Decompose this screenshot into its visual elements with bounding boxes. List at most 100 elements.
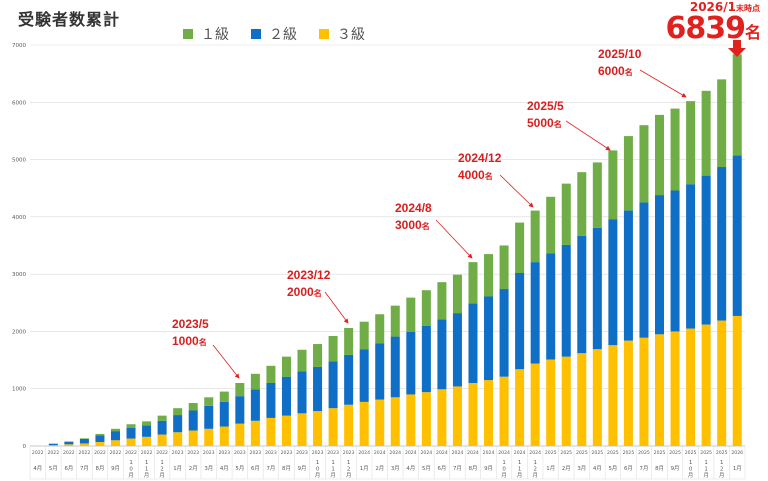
x-tick-year: 2025 bbox=[669, 450, 681, 456]
bar-segment bbox=[48, 443, 58, 446]
x-tick-month: 7月 bbox=[453, 465, 462, 472]
y-tick-label: 2000 bbox=[12, 329, 26, 335]
x-tick-year: 2025 bbox=[560, 450, 572, 456]
bar-segment bbox=[95, 435, 105, 442]
x-tick-year: 2022 bbox=[94, 450, 106, 456]
bar-segment bbox=[561, 356, 571, 446]
x-tick-month: 6月 bbox=[251, 465, 260, 472]
bar-segment bbox=[623, 136, 633, 211]
x-tick-month: 8月 bbox=[469, 465, 478, 472]
bar-segment bbox=[732, 54, 742, 156]
x-tick-year: 2024 bbox=[421, 450, 433, 456]
x-tick-month: 8月 bbox=[282, 465, 291, 472]
bar-segment bbox=[608, 219, 618, 346]
x-tick-year: 2025 bbox=[700, 450, 712, 456]
bar-segment bbox=[204, 428, 214, 446]
bar-segment bbox=[390, 397, 400, 446]
x-tick-month: 4月 bbox=[220, 465, 229, 472]
bar-segment bbox=[126, 424, 136, 428]
bar-segment bbox=[608, 345, 618, 446]
bar-segment bbox=[670, 108, 680, 191]
bar-segment bbox=[484, 254, 494, 297]
x-tick-year: 2022 bbox=[79, 450, 91, 456]
bar-segment bbox=[313, 344, 323, 367]
x-tick-year: 2023 bbox=[172, 450, 184, 456]
bar-segment bbox=[499, 245, 509, 290]
bar-segment bbox=[250, 420, 260, 446]
bar-segment bbox=[95, 433, 105, 436]
legend-item-grade1: １級 bbox=[183, 24, 229, 44]
x-tick-month: 5月 bbox=[49, 465, 58, 472]
bar-segment bbox=[655, 195, 665, 335]
bar-segment bbox=[484, 380, 494, 446]
bar-segment bbox=[235, 382, 245, 397]
bar-segment bbox=[717, 167, 727, 321]
bar-segment bbox=[79, 438, 89, 439]
bar-segment bbox=[592, 349, 602, 446]
bar-segment bbox=[655, 334, 665, 446]
bar-segment bbox=[328, 408, 338, 446]
x-tick-year: 2023 bbox=[343, 450, 355, 456]
x-tick-month: 4月 bbox=[33, 465, 42, 472]
bar-segment bbox=[452, 313, 462, 387]
bar-segment bbox=[359, 401, 369, 446]
bar-segment bbox=[561, 183, 571, 245]
bar-segment bbox=[701, 324, 711, 446]
x-tick-year: 2024 bbox=[498, 450, 510, 456]
bar-segment bbox=[344, 354, 354, 405]
bar-segment bbox=[686, 184, 696, 329]
x-tick-year: 2025 bbox=[623, 450, 635, 456]
bar-segment bbox=[375, 399, 385, 446]
x-tick-year: 2023 bbox=[250, 450, 262, 456]
x-tick-month: 3月 bbox=[577, 465, 586, 472]
bar-segment bbox=[188, 410, 198, 431]
annotation-6000: 2025/10 6000名 bbox=[598, 47, 642, 78]
x-tick-year: 2024 bbox=[374, 450, 386, 456]
bar-segment bbox=[546, 196, 556, 254]
bar-segment bbox=[577, 172, 587, 236]
x-tick-year: 2023 bbox=[203, 450, 215, 456]
final-down-arrow bbox=[728, 40, 746, 57]
bar-segment bbox=[142, 421, 152, 426]
x-tick-month: 4月 bbox=[406, 465, 415, 472]
x-tick-year: 2023 bbox=[187, 450, 199, 456]
x-tick-month: 2月 bbox=[562, 465, 571, 472]
x-tick-year: 2024 bbox=[405, 450, 417, 456]
x-tick-month: 2月 bbox=[375, 465, 384, 472]
bar-segment bbox=[204, 405, 214, 429]
annotation-4000: 2024/12 4000名 bbox=[458, 151, 502, 182]
bar-segment bbox=[639, 125, 649, 203]
bar-segment bbox=[64, 444, 74, 446]
bar-segment bbox=[359, 349, 369, 402]
annotation-1000: 2023/5 1000名 bbox=[172, 317, 209, 348]
bar-segment bbox=[328, 336, 338, 362]
bar-segment bbox=[95, 441, 105, 446]
x-tick-year: 2024 bbox=[467, 450, 479, 456]
bar-segment bbox=[157, 415, 167, 421]
bar-segment bbox=[297, 413, 307, 446]
x-tick-year: 2024 bbox=[358, 450, 370, 456]
legend-swatch-grade1 bbox=[183, 29, 193, 39]
bar-segment bbox=[623, 340, 633, 446]
bar-segment bbox=[655, 114, 665, 196]
legend-label-grade3: ３級 bbox=[337, 27, 365, 43]
bar-segment bbox=[281, 415, 291, 446]
x-tick-month: 3月 bbox=[391, 465, 400, 472]
x-tick-month: 6月 bbox=[624, 465, 633, 472]
bar-segment bbox=[344, 404, 354, 446]
x-tick-year: 2024 bbox=[529, 450, 541, 456]
x-tick-month: 7月 bbox=[80, 465, 89, 472]
annotation-arrow bbox=[435, 219, 473, 259]
x-tick-year: 2024 bbox=[483, 450, 495, 456]
bar-segment bbox=[266, 382, 276, 418]
bar-segment bbox=[266, 417, 276, 446]
legend-item-grade3: ３級 bbox=[319, 24, 365, 44]
bar-segment bbox=[406, 297, 416, 333]
